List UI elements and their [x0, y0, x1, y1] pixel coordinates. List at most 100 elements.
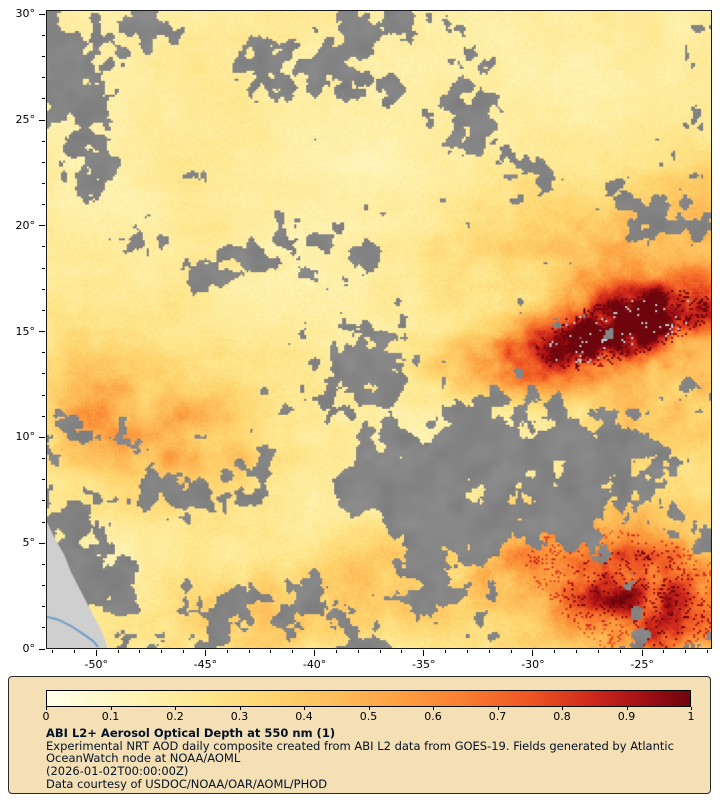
aod-heatmap-canvas: [46, 10, 712, 649]
x-minor-tick: [707, 650, 709, 653]
colorbar-tick: [497, 707, 499, 710]
y-minor-tick: [42, 606, 45, 608]
caption-credit: Data courtesy of USDOC/NOAA/OAR/AOML/PHO…: [46, 776, 328, 791]
y-minor-tick: [42, 479, 45, 481]
x-minor-tick: [226, 650, 228, 653]
x-tick-label: -40°: [302, 658, 327, 671]
colorbar-tick: [239, 707, 241, 710]
y-minor-tick: [42, 394, 45, 396]
caption: ABI L2+ Aerosol Optical Depth at 550 nm …: [46, 727, 694, 791]
y-minor-tick: [42, 288, 45, 290]
x-minor-tick: [270, 650, 272, 653]
y-minor-tick: [42, 246, 45, 248]
y-tick: [39, 331, 45, 333]
y-tick-label: 5°: [22, 536, 36, 550]
colorbar-tick-label: 1: [687, 710, 695, 723]
y-minor-tick: [42, 373, 45, 375]
y-minor-tick: [42, 309, 45, 311]
x-tick: [532, 650, 534, 656]
x-tick: [641, 650, 643, 656]
x-minor-tick: [445, 650, 447, 653]
legend-panel: 0 0.1 0.2 0.3 0.4 0.5 0.6 0.7 0.8 0.9 1 ABI L2+ Ae…: [8, 676, 711, 794]
y-tick-label: 0°: [22, 642, 36, 655]
x-minor-tick: [292, 650, 294, 653]
caption-timestamp: (2026-01-02T00:00:00Z): [46, 764, 189, 779]
colorbar-tick: [691, 707, 692, 710]
x-minor-tick: [488, 650, 490, 653]
colorbar-tick: [304, 707, 305, 710]
colorbar-tick-label: 0.8: [553, 710, 571, 723]
x-tick: [423, 650, 425, 656]
y-minor-tick: [42, 500, 45, 502]
y-tick-label: 15°: [15, 324, 36, 338]
x-minor-tick: [597, 650, 599, 653]
x-tick-label: -35°: [412, 658, 436, 671]
y-tick-label: 20°: [15, 218, 36, 232]
x-minor-tick: [510, 650, 512, 653]
y-minor-tick: [42, 98, 45, 100]
x-minor-tick: [379, 650, 381, 653]
x-minor-tick: [663, 650, 665, 653]
y-tick-label: 10°: [15, 430, 36, 444]
y-tick-label: 30°: [15, 7, 36, 21]
colorbar-tick-label: 0.1: [101, 710, 120, 723]
x-minor-tick: [161, 650, 163, 653]
colorbar-tick-label: 0.5: [359, 710, 378, 723]
y-minor-tick: [42, 183, 45, 184]
y-minor-tick: [42, 56, 45, 58]
y-tick: [39, 13, 45, 15]
x-tick: [314, 650, 316, 656]
y-tick: [39, 648, 45, 650]
colorbar-tick-labels: 0 0.1 0.2 0.3 0.4 0.5 0.6 0.7 0.8 0.9 1: [42, 707, 695, 725]
y-minor-tick: [42, 140, 45, 142]
x-tick: [95, 650, 97, 656]
x-tick: [204, 650, 206, 656]
x-tick-label: -25°: [630, 658, 654, 671]
colorbar-tick-label: 0: [42, 710, 50, 723]
y-minor-tick: [42, 34, 45, 36]
y-minor-tick: [42, 458, 45, 460]
colorbar-gradient: [46, 690, 691, 707]
y-minor-tick: [42, 627, 45, 629]
y-tick: [39, 225, 45, 227]
x-minor-tick: [466, 650, 468, 653]
y-minor-tick: [42, 415, 45, 417]
colorbar-tick: [110, 707, 112, 710]
x-minor-tick: [619, 650, 621, 653]
colorbar-tick: [175, 707, 176, 710]
x-tick-label: -50°: [84, 658, 108, 671]
y-tick-label: 25°: [15, 113, 36, 127]
y-tick: [39, 542, 45, 544]
colorbar-tick-label: 0.4: [295, 710, 313, 723]
colorbar-tick-label: 0.3: [230, 710, 249, 723]
colorbar-tick-label: 0.2: [166, 710, 184, 723]
x-minor-tick: [685, 650, 687, 653]
x-tick-label: -30°: [521, 658, 545, 671]
y-tick: [39, 119, 45, 121]
colorbar-tick: [368, 707, 370, 710]
x-minor-tick: [357, 650, 359, 653]
x-minor-tick: [401, 650, 403, 653]
colorbar-tick-label: 0.7: [488, 710, 507, 723]
caption-title: ABI L2+ Aerosol Optical Depth at 550 nm …: [46, 726, 336, 740]
x-minor-tick: [73, 650, 75, 653]
x-minor-tick: [117, 650, 119, 653]
y-tick: [39, 436, 45, 438]
x-minor-tick: [52, 650, 54, 653]
x-minor-tick: [248, 650, 250, 653]
y-minor-tick: [42, 161, 45, 163]
colorbar-tick: [626, 707, 628, 710]
colorbar-tick-label: 0.9: [617, 710, 636, 723]
colorbar-tick: [562, 707, 563, 710]
x-tick-label: -45°: [193, 658, 218, 671]
colorbar-tick: [46, 707, 47, 710]
caption-description: Experimental NRT AOD daily composite cre…: [46, 738, 674, 766]
y-minor-tick: [42, 585, 45, 587]
x-minor-tick: [183, 650, 185, 653]
y-minor-tick: [42, 521, 45, 523]
x-minor-tick: [335, 650, 337, 653]
x-minor-tick: [576, 650, 578, 653]
y-minor-tick: [42, 563, 45, 565]
colorbar-tick: [433, 707, 434, 710]
